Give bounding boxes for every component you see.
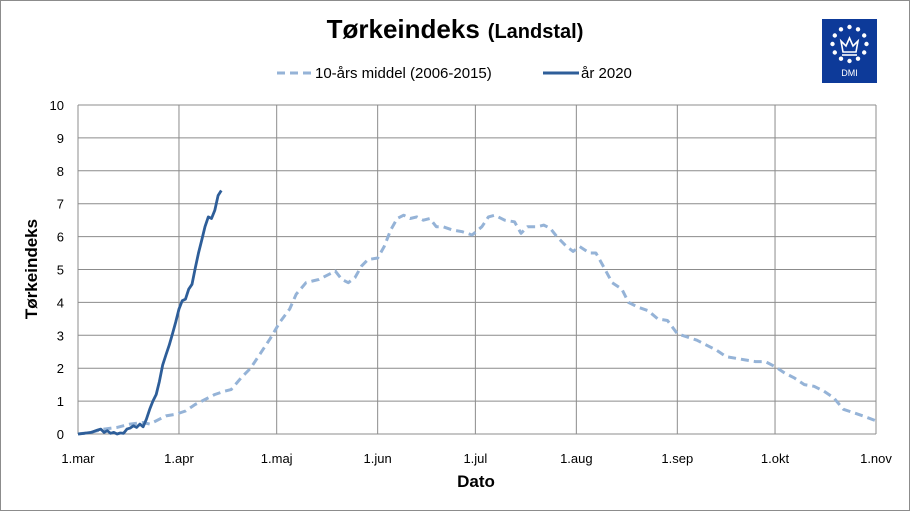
- x-tick-label: 1.sep: [661, 451, 693, 466]
- y-tick-label: 1: [57, 394, 64, 409]
- y-tick-label: 8: [57, 164, 64, 179]
- x-axis-label: Dato: [457, 472, 495, 491]
- x-tick-label: 1.maj: [261, 451, 293, 466]
- y-tick-label: 9: [57, 131, 64, 146]
- series-line-1: [77, 189, 223, 436]
- x-tick-label: 1.apr: [164, 451, 194, 466]
- crown-emblem-icon: [830, 24, 869, 64]
- chart-title-text: Tørkeindeks: [326, 14, 480, 44]
- y-tick-label: 0: [57, 427, 64, 442]
- y-tick-label: 10: [50, 98, 64, 113]
- x-tick-label: 1.nov: [860, 451, 892, 466]
- x-tick-label: 1.mar: [61, 451, 95, 466]
- legend-label: 10-års middel (2006-2015): [315, 65, 492, 82]
- x-tick-label: 1.okt: [761, 451, 790, 466]
- x-tick-label: 1.jun: [364, 451, 392, 466]
- x-tick-label: 1.jul: [463, 451, 487, 466]
- x-tick-label: 1.aug: [560, 451, 593, 466]
- y-tick-label: 5: [57, 263, 64, 278]
- y-axis-label: Tørkeindeks: [22, 219, 41, 319]
- chart-title: Tørkeindeks (Landstal): [0, 14, 910, 45]
- y-tick-label: 7: [57, 197, 64, 212]
- legend: 10-års middel (2006-2015) år 2020: [277, 65, 632, 82]
- dmi-logo-text: DMI: [841, 68, 858, 78]
- y-tick-label: 6: [57, 230, 64, 245]
- chart-subtitle: (Landstal): [487, 21, 584, 43]
- y-tick-label: 2: [57, 361, 64, 376]
- y-tick-label: 3: [57, 328, 64, 343]
- legend-label: år 2020: [581, 65, 632, 82]
- y-tick-label: 4: [57, 295, 64, 310]
- dmi-logo: DMI: [822, 19, 877, 83]
